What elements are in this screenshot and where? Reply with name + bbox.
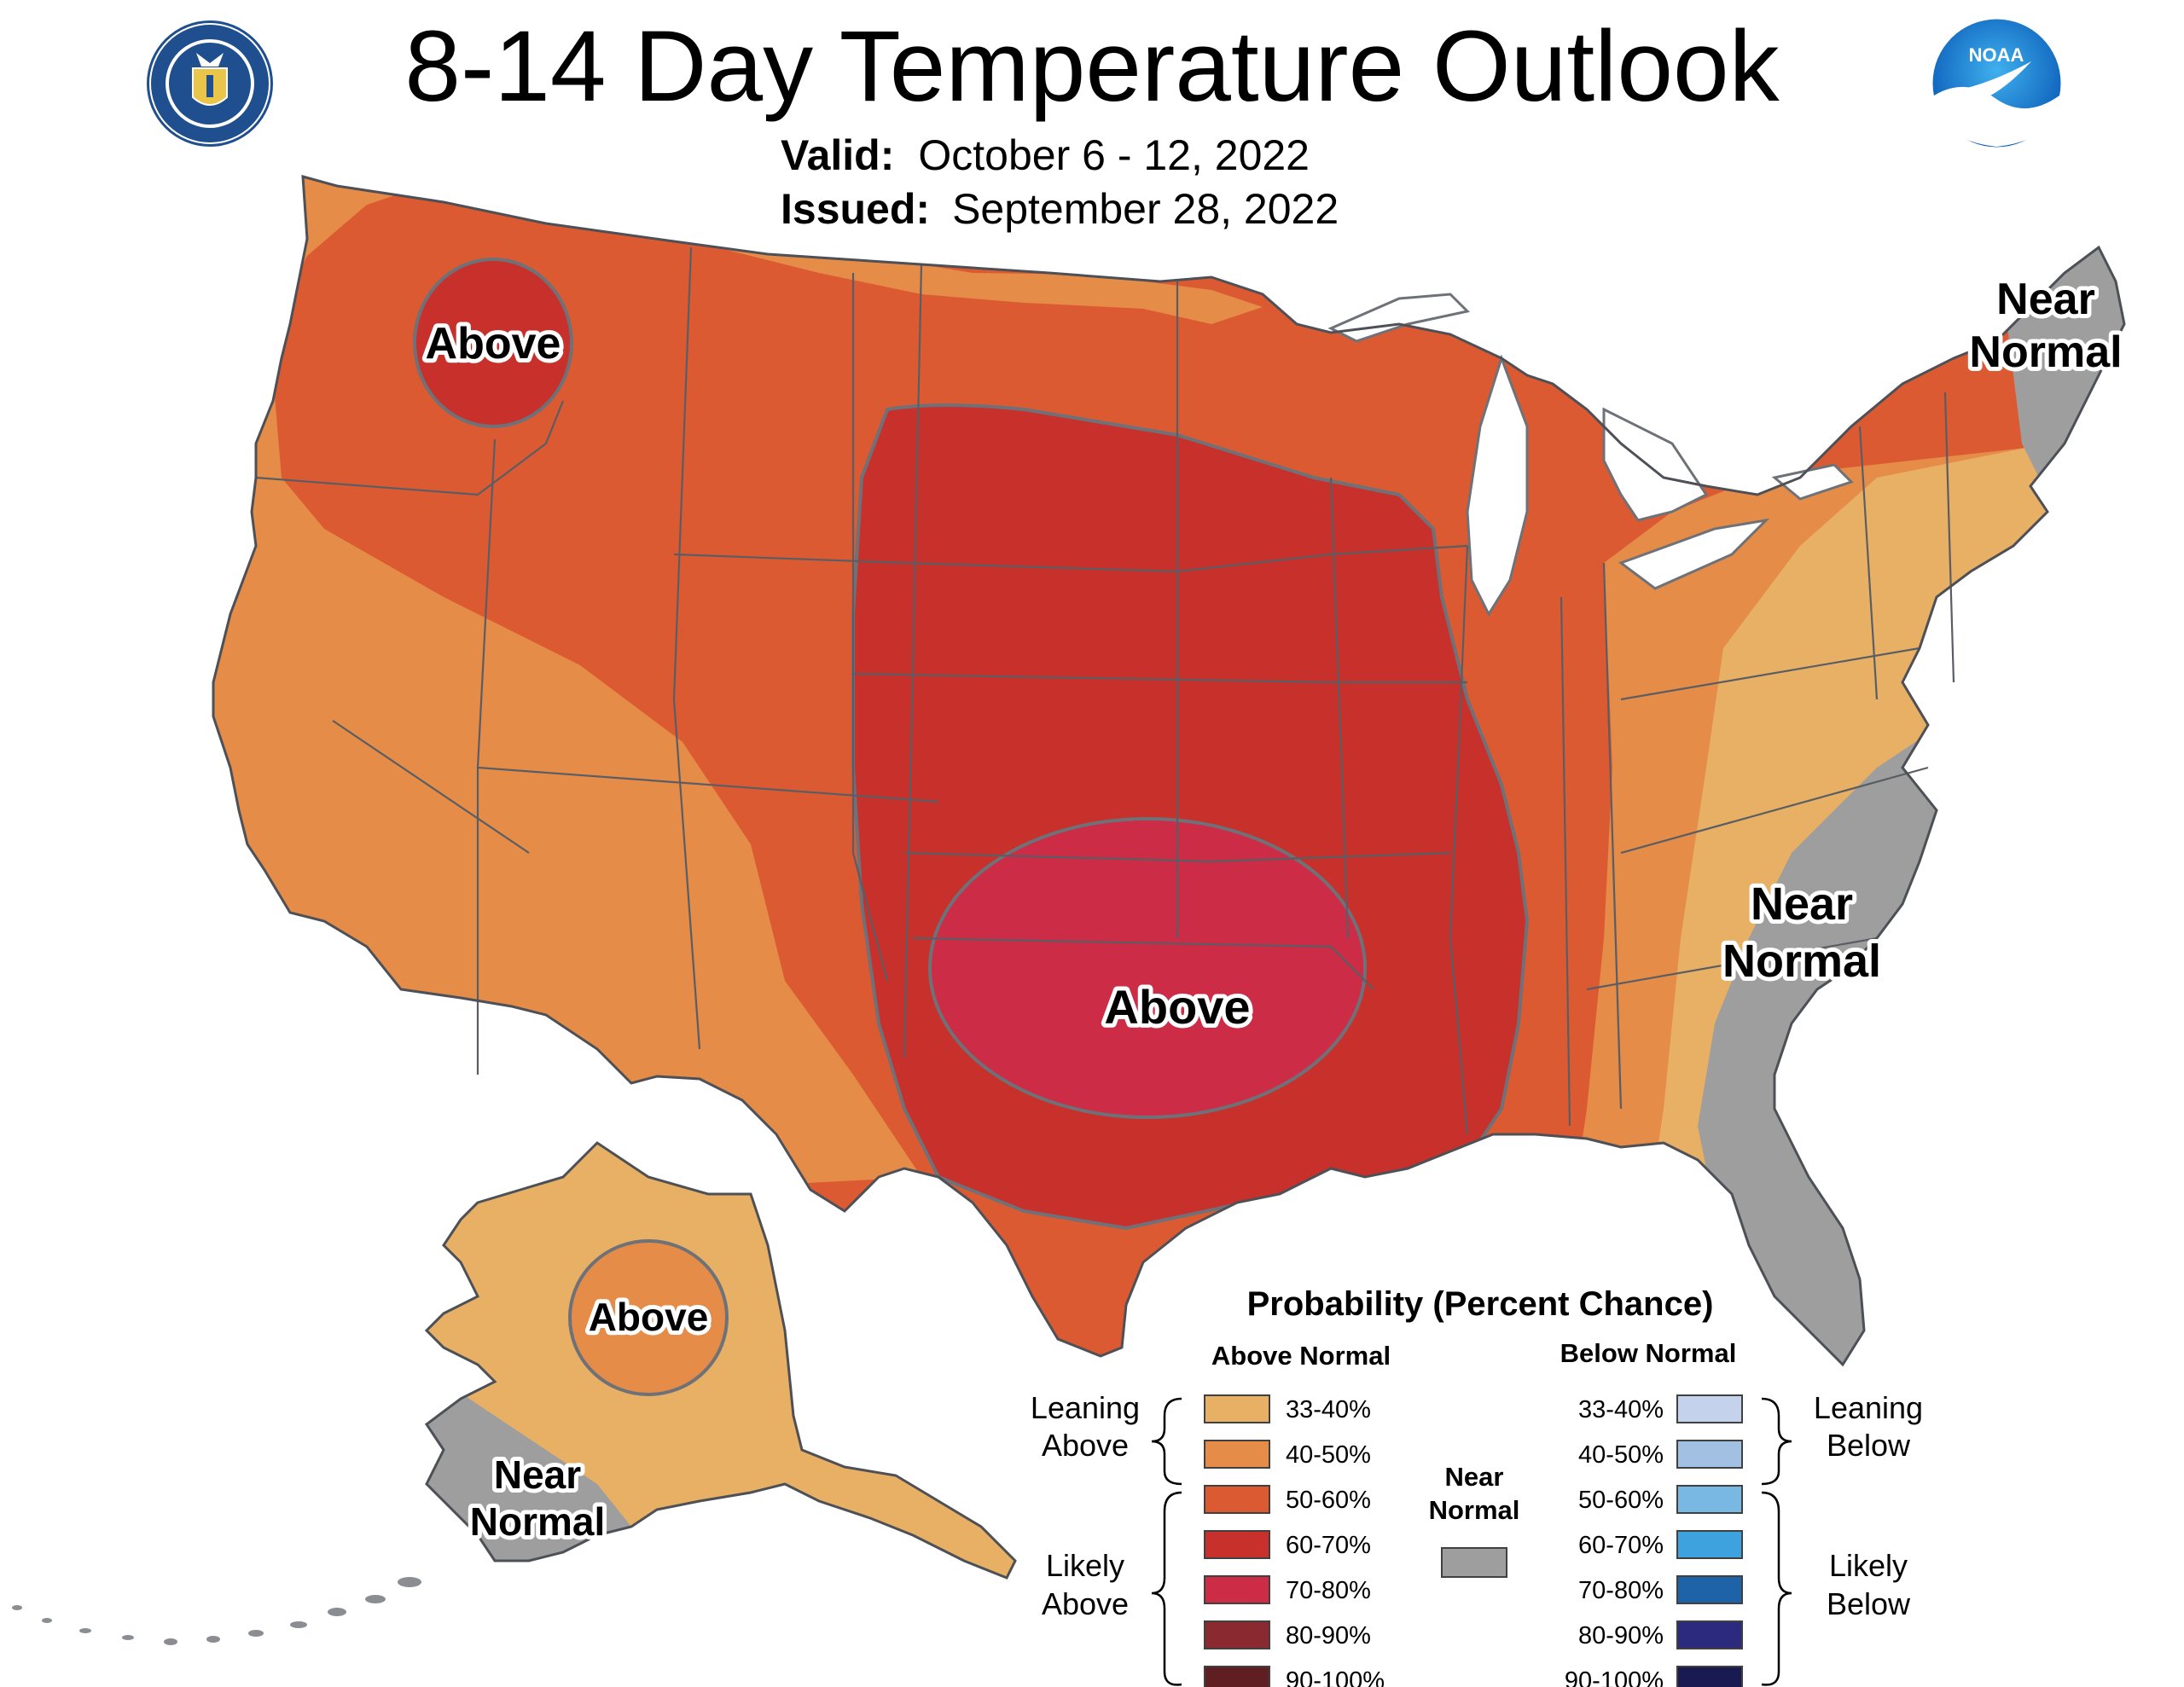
above-swatch-33-40 xyxy=(1204,1394,1270,1423)
below-swatch-90-100 xyxy=(1676,1666,1743,1687)
likely-below-line1: Likely xyxy=(1829,1548,1908,1583)
aleutian-islands xyxy=(12,1577,421,1645)
issued-date-row: Issued: September 28, 2022 xyxy=(781,183,1339,235)
below-swatch-50-60 xyxy=(1676,1485,1743,1514)
below-swatch-40-50 xyxy=(1676,1440,1743,1469)
alaska-map xyxy=(12,1141,1017,1645)
below-range-label: 80-90% xyxy=(1578,1622,1664,1649)
leaning-below-line1: Leaning xyxy=(1814,1390,1923,1425)
label-above-northwest: Above xyxy=(426,319,561,368)
map-title: 8-14 Day Temperature Outlook xyxy=(404,10,1780,123)
department-of-commerce-seal xyxy=(147,20,273,147)
legend-title: Probability (Percent Chance) xyxy=(1247,1285,1714,1323)
label-near-normal-new-england-line1: Near xyxy=(1996,275,2095,324)
bracket-likely-below xyxy=(1761,1491,1792,1686)
above-swatch-40-50 xyxy=(1204,1440,1270,1469)
above-swatch-60-70 xyxy=(1204,1530,1270,1559)
valid-dates: October 6 - 12, 2022 xyxy=(918,131,1310,179)
issued-date: September 28, 2022 xyxy=(952,185,1339,233)
legend-near-normal-swatch xyxy=(1441,1547,1507,1578)
below-range-label: 50-60% xyxy=(1578,1487,1664,1514)
likely-below-line2: Below xyxy=(1827,1586,1911,1621)
noaa-logo: NOAA xyxy=(1932,19,2061,148)
label-above-alaska: Above xyxy=(589,1295,709,1339)
legend-near-header-line1: Near xyxy=(1445,1462,1504,1492)
legend-near-header-line2: Normal xyxy=(1429,1495,1520,1525)
label-near-normal-alaska-line2: Normal xyxy=(470,1499,605,1544)
above-60-70-pacific-northwest xyxy=(413,258,573,428)
likely-above-line2: Above xyxy=(1042,1586,1129,1621)
great-lakes xyxy=(1327,293,1854,617)
above-range-label: 50-60% xyxy=(1286,1487,1371,1514)
above-range-label: 33-40% xyxy=(1286,1396,1371,1423)
below-range-label: 60-70% xyxy=(1578,1532,1664,1559)
below-normal-swatches: 33-40% 40-50% 50-60% 60-70% 70-80% 80-90% 90-1… xyxy=(1565,1394,1743,1687)
above-range-label: 90-100% xyxy=(1286,1667,1385,1687)
leaning-above-line2: Above xyxy=(1042,1428,1129,1463)
below-range-label: 70-80% xyxy=(1578,1577,1664,1604)
valid-period: Valid: October 6 - 12, 2022 xyxy=(781,130,1310,181)
issued-label: Issued: xyxy=(781,185,931,233)
valid-label: Valid: xyxy=(781,131,895,179)
below-swatch-60-70 xyxy=(1676,1530,1743,1559)
above-swatch-70-80 xyxy=(1204,1575,1270,1604)
label-above-southern-plains: Above xyxy=(1104,980,1250,1034)
leaning-above-line1: Leaning xyxy=(1031,1390,1140,1425)
lake-erie xyxy=(1618,518,1770,590)
label-near-normal-southeast-line1: Near xyxy=(1751,878,1853,930)
probability-legend: Probability (Percent Chance) Above Norma… xyxy=(1031,1285,1923,1687)
below-range-label: 33-40% xyxy=(1578,1396,1664,1423)
above-swatch-50-60 xyxy=(1204,1485,1270,1514)
above-range-label: 60-70% xyxy=(1286,1532,1371,1559)
below-range-label: 90-100% xyxy=(1565,1667,1664,1687)
label-near-normal-new-england-line2: Normal xyxy=(1969,328,2122,377)
conus-outline xyxy=(212,174,2126,1367)
above-40-50-northern-border xyxy=(478,179,1263,324)
leaning-below-line2: Below xyxy=(1827,1428,1911,1463)
label-near-normal-alaska-line1: Near xyxy=(494,1452,581,1497)
likely-above-line1: Likely xyxy=(1046,1548,1124,1583)
alaska-outline xyxy=(424,1141,1017,1580)
svg-text:NOAA: NOAA xyxy=(1969,44,2024,66)
above-70-80-southern-plains xyxy=(928,817,1367,1119)
above-range-label: 70-80% xyxy=(1286,1577,1371,1604)
above-swatch-80-90 xyxy=(1204,1620,1270,1649)
label-near-normal-southeast-line2: Normal xyxy=(1722,936,1881,987)
lake-huron xyxy=(1602,407,1709,522)
above-range-label: 80-90% xyxy=(1286,1622,1371,1649)
alaska-above-40-50 xyxy=(568,1239,729,1396)
below-swatch-33-40 xyxy=(1676,1394,1743,1423)
below-range-label: 40-50% xyxy=(1578,1441,1664,1469)
legend-below-header: Below Normal xyxy=(1560,1338,1737,1368)
state-boundaries xyxy=(255,246,1955,1135)
above-40-50-west xyxy=(213,177,921,1194)
bracket-leaning-below xyxy=(1761,1397,1792,1486)
legend-brackets xyxy=(1151,1397,1792,1686)
below-swatch-80-90 xyxy=(1676,1620,1743,1649)
below-swatch-70-80 xyxy=(1676,1575,1743,1604)
above-normal-swatches: 33-40% 40-50% 50-60% 60-70% 70-80% 80-90% 90-1… xyxy=(1204,1394,1385,1687)
bracket-likely-above xyxy=(1151,1491,1182,1686)
bracket-leaning-above xyxy=(1151,1397,1182,1486)
above-swatch-90-100 xyxy=(1204,1666,1270,1687)
above-range-label: 40-50% xyxy=(1286,1441,1371,1469)
lake-ontario xyxy=(1771,463,1854,501)
legend-above-header: Above Normal xyxy=(1211,1341,1391,1371)
lake-michigan xyxy=(1466,354,1529,617)
